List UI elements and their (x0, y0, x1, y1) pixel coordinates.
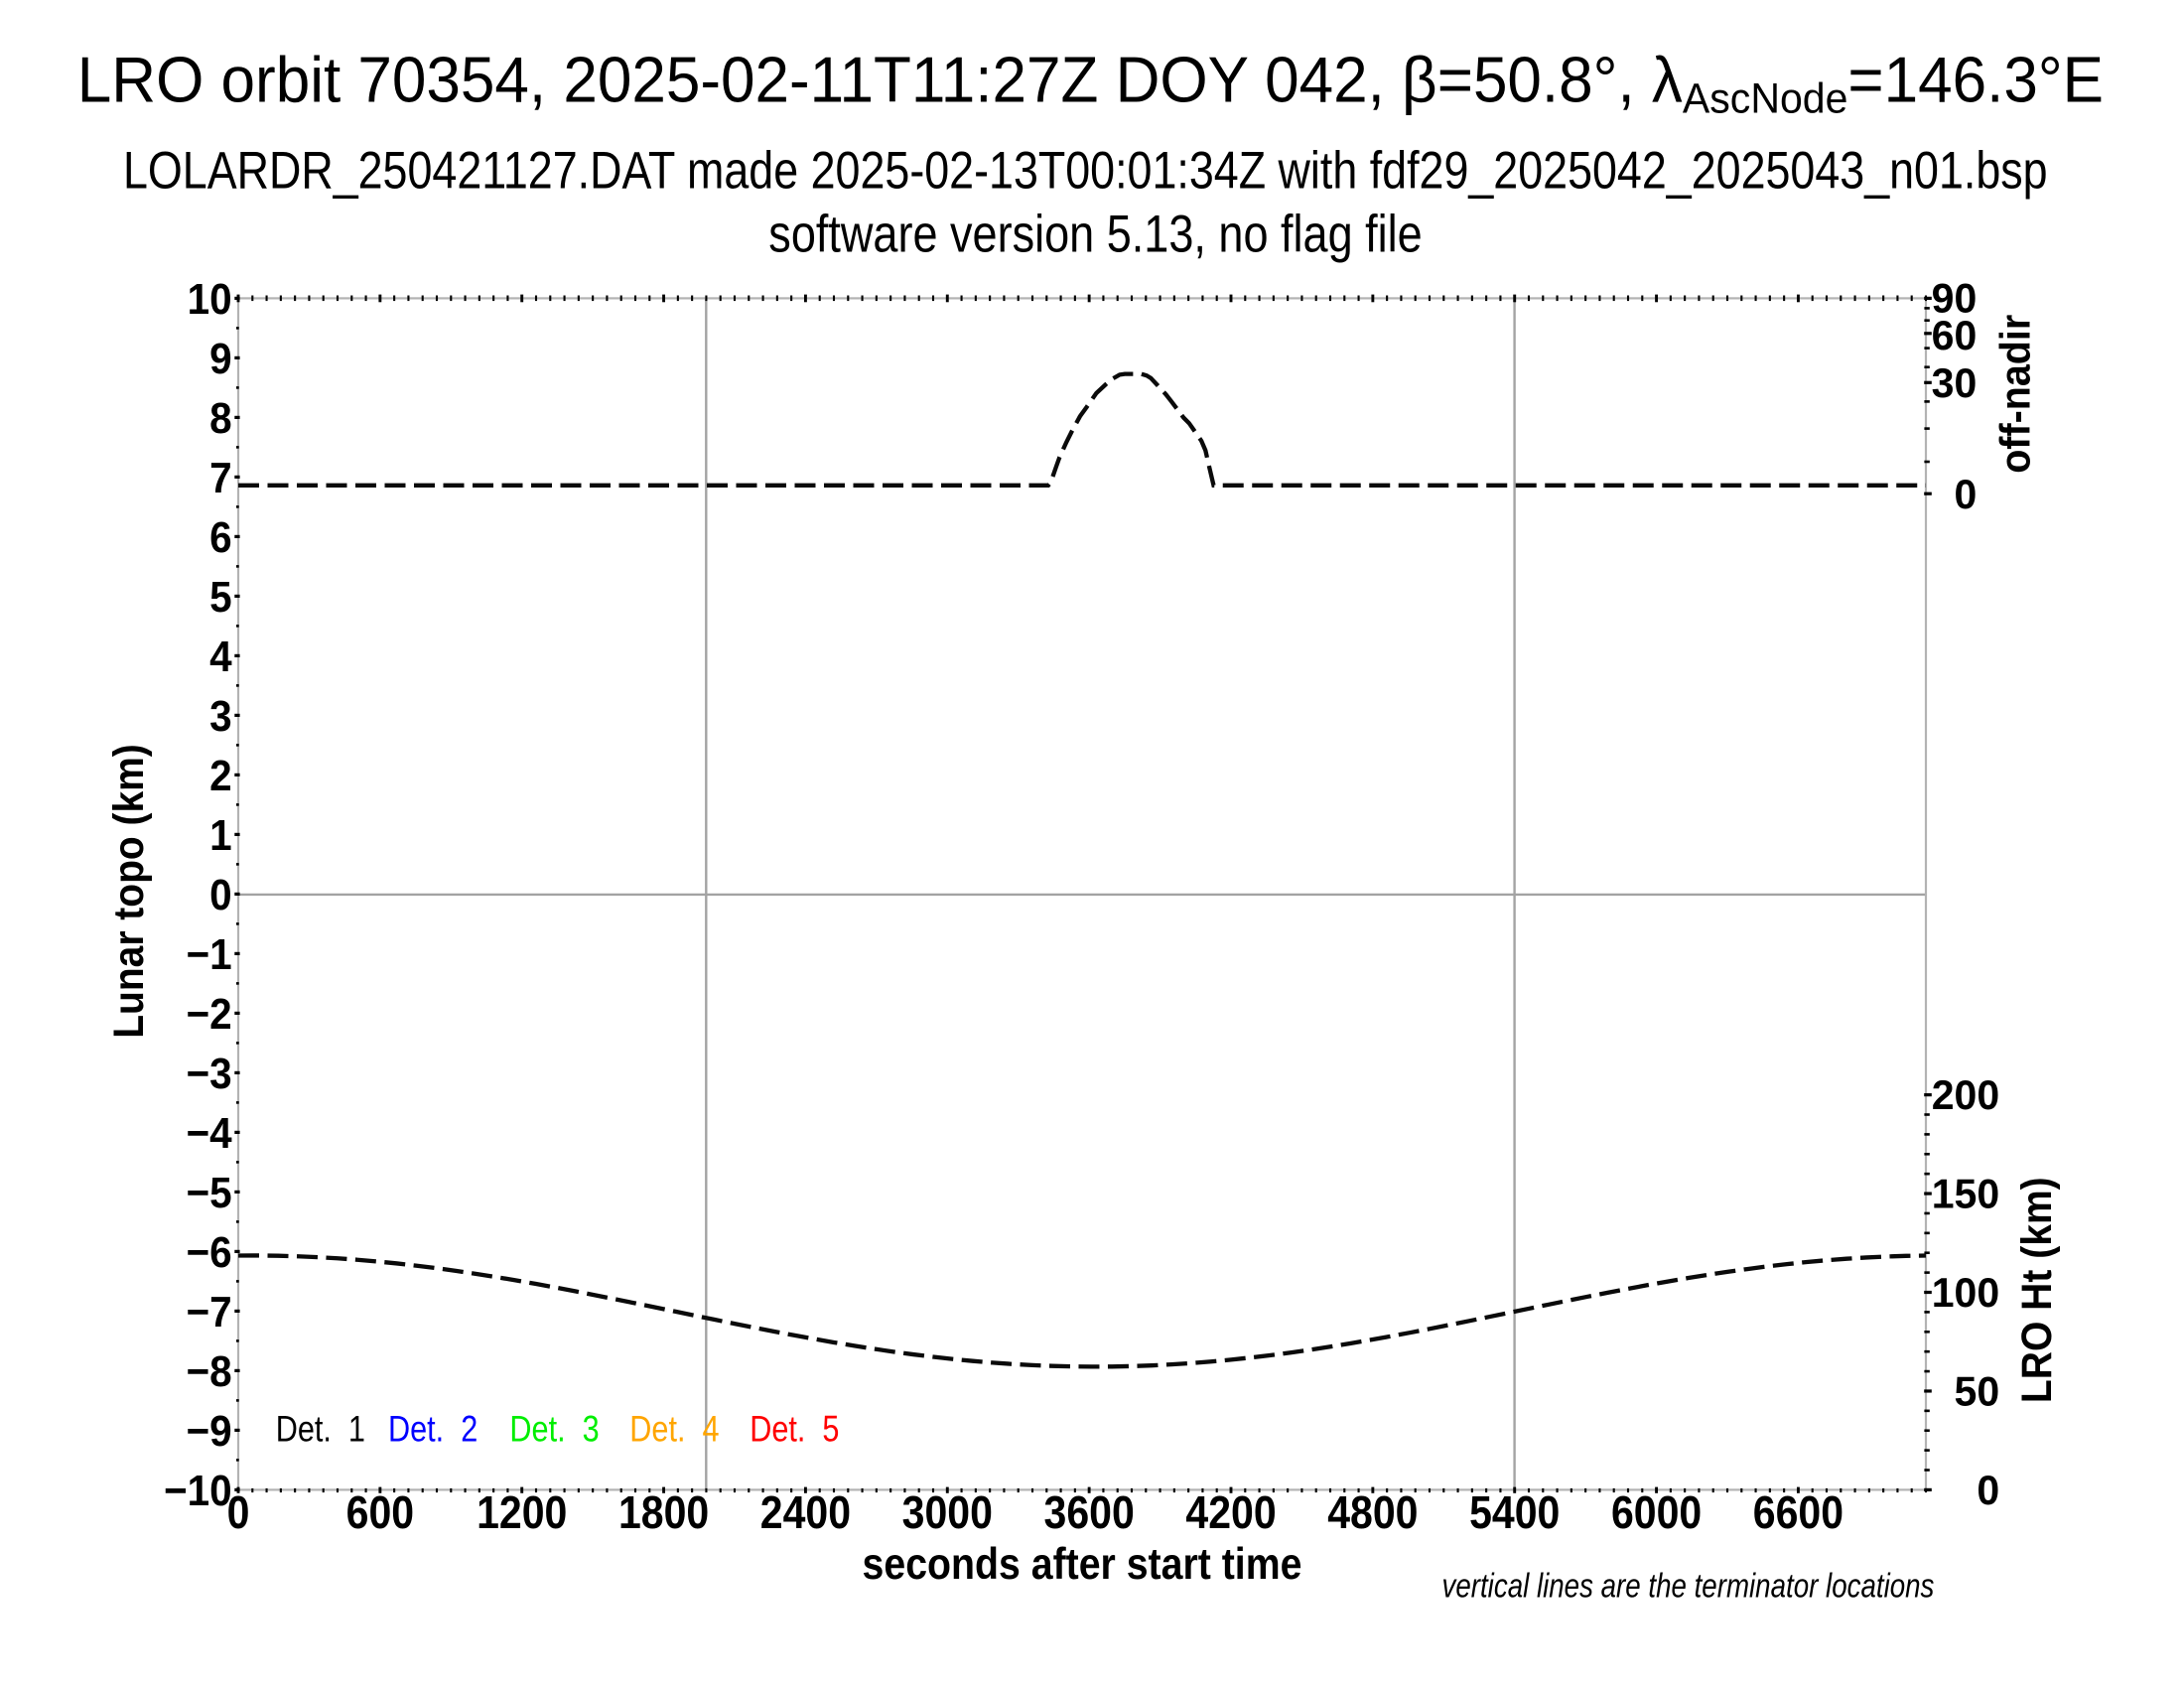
svg-text:9: 9 (209, 334, 231, 382)
svg-text:4800: 4800 (1327, 1488, 1418, 1539)
svg-text:150: 150 (1932, 1171, 1999, 1216)
svg-text:seconds after start time: seconds after start time (863, 1539, 1302, 1589)
svg-text:30: 30 (1932, 360, 1978, 406)
svg-text:0: 0 (1954, 472, 1977, 517)
svg-text:Det. 3: Det. 3 (509, 1409, 599, 1451)
svg-text:50: 50 (1955, 1368, 2000, 1414)
svg-text:−6: −6 (186, 1227, 231, 1276)
svg-text:6600: 6600 (1753, 1488, 1843, 1539)
svg-text:off-nadir: off-nadir (1991, 315, 2039, 474)
svg-text:4200: 4200 (1185, 1488, 1276, 1539)
svg-text:8: 8 (209, 393, 231, 442)
svg-text:software version 5.13, no flag: software version 5.13, no flag file (768, 205, 1422, 263)
svg-text:Det. 1: Det. 1 (276, 1409, 365, 1451)
svg-text:Det. 2: Det. 2 (388, 1409, 478, 1451)
svg-text:90: 90 (1932, 275, 1978, 321)
svg-text:−10: −10 (164, 1466, 232, 1514)
svg-text:−9: −9 (186, 1406, 231, 1455)
svg-text:Det. 5: Det. 5 (750, 1409, 839, 1451)
svg-text:1200: 1200 (477, 1488, 567, 1539)
svg-text:−4: −4 (186, 1108, 232, 1157)
svg-text:Det. 4: Det. 4 (629, 1409, 719, 1451)
svg-text:60: 60 (1932, 313, 1978, 358)
svg-text:Lunar topo (km): Lunar topo (km) (104, 744, 152, 1038)
svg-text:5400: 5400 (1469, 1488, 1560, 1539)
svg-text:−7: −7 (186, 1287, 231, 1336)
svg-text:−2: −2 (186, 989, 231, 1038)
svg-text:600: 600 (346, 1488, 414, 1539)
svg-text:−1: −1 (186, 929, 231, 978)
svg-text:LOLARDR_250421127.DAT made 202: LOLARDR_250421127.DAT made 2025-02-13T00… (123, 142, 2048, 200)
svg-text:−8: −8 (186, 1346, 231, 1395)
svg-text:0: 0 (227, 1488, 250, 1539)
svg-text:2: 2 (209, 751, 231, 799)
svg-text:3600: 3600 (1044, 1488, 1135, 1539)
svg-text:−3: −3 (186, 1049, 231, 1097)
svg-text:0: 0 (1977, 1468, 1999, 1513)
svg-text:1: 1 (209, 810, 231, 859)
svg-text:LRO Ht (km): LRO Ht (km) (2012, 1177, 2060, 1403)
svg-text:6: 6 (209, 512, 231, 561)
svg-text:7: 7 (209, 453, 231, 501)
svg-text:4: 4 (209, 632, 232, 680)
svg-text:3000: 3000 (902, 1488, 993, 1539)
svg-text:200: 200 (1932, 1072, 1999, 1118)
svg-text:6000: 6000 (1611, 1488, 1702, 1539)
svg-text:vertical lines are the termina: vertical lines are the terminator locati… (1441, 1567, 1934, 1606)
svg-text:1800: 1800 (618, 1488, 709, 1539)
svg-text:10: 10 (188, 274, 232, 323)
svg-text:5: 5 (209, 572, 231, 621)
svg-text:0: 0 (209, 870, 231, 918)
svg-text:3: 3 (209, 691, 231, 740)
svg-text:−5: −5 (186, 1168, 231, 1216)
svg-text:2400: 2400 (760, 1488, 851, 1539)
svg-text:100: 100 (1932, 1270, 1999, 1316)
